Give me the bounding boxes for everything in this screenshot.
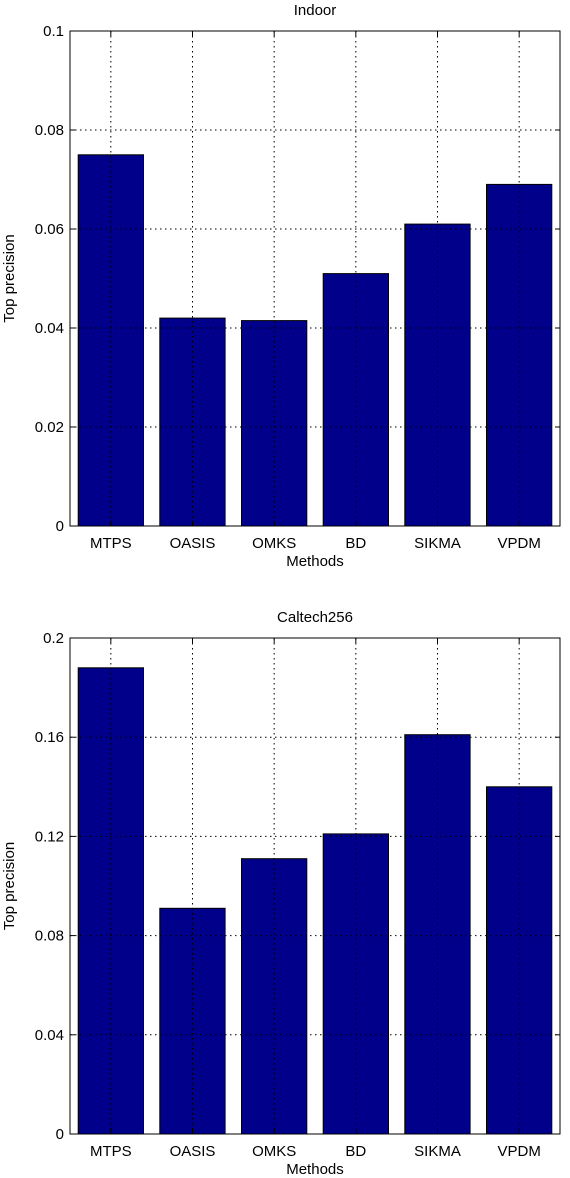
y-tick-label: 0.08 [35, 928, 64, 945]
y-axis-label: Top precision [1, 842, 18, 930]
y-axis-label: Top precision [1, 234, 18, 322]
x-tick-label-oasis: OASIS [170, 535, 216, 552]
bar-mtps [77, 154, 144, 527]
y-tick-label: 0 [56, 518, 64, 535]
x-axis-label: Methods [286, 1161, 344, 1178]
bar-mtps [77, 667, 144, 1135]
y-tick-label: 0.04 [35, 1027, 64, 1044]
y-tick-label: 0.16 [35, 729, 64, 746]
chart-title: Indoor [294, 2, 337, 19]
x-tick-label-omks: OMKS [252, 1143, 296, 1160]
bar-oasis [159, 907, 226, 1135]
x-axis-label: Methods [286, 553, 344, 570]
plot-frame [69, 637, 561, 1135]
plot-frame [69, 30, 561, 527]
x-tick-label-sikma: SIKMA [414, 1143, 461, 1160]
x-tick-label-sikma: SIKMA [414, 535, 461, 552]
y-tick-label: 0.2 [43, 630, 64, 647]
y-tick-label: 0.12 [35, 828, 64, 845]
bar-vpdm [486, 786, 553, 1135]
x-tick-label-oasis: OASIS [170, 1143, 216, 1160]
bar-vpdm [486, 183, 553, 527]
y-tick-label: 0.06 [35, 221, 64, 238]
chart-caltech256: 0 0.04 0.08 0.12 0.16 0.2 MTPS OASIS OMKS BD SIKMA… [1, 609, 561, 1178]
bar-sikma [404, 223, 471, 527]
y-tick-label: 0 [56, 1126, 64, 1143]
x-tick-label-vpdm: VPDM [497, 535, 540, 552]
x-tick-label-bd: BD [345, 535, 366, 552]
y-tick-label: 0.1 [43, 23, 64, 40]
bar-omks [241, 858, 308, 1135]
y-tick-label: 0.08 [35, 122, 64, 139]
x-tick-label-omks: OMKS [252, 535, 296, 552]
chart-indoor: 0 0.02 0.04 0.06 0.08 0.1 MTPS OASIS OMKS BD SIKMA… [1, 2, 561, 570]
y-tick-label: 0.04 [35, 320, 64, 337]
x-tick-label-vpdm: VPDM [497, 1143, 540, 1160]
bar-bd [322, 273, 390, 527]
x-tick-label-mtps: MTPS [90, 535, 132, 552]
y-tick-label: 0.02 [35, 419, 64, 436]
x-tick-label-mtps: MTPS [90, 1143, 132, 1160]
x-tick-label-bd: BD [345, 1143, 366, 1160]
chart-title: Caltech256 [277, 609, 353, 626]
